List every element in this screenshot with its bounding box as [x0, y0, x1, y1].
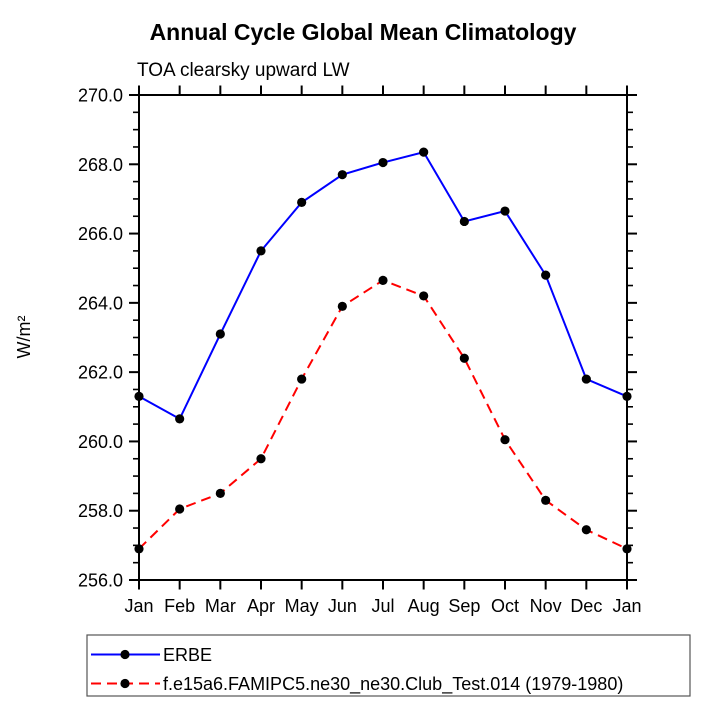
- data-point: [622, 544, 632, 554]
- data-point: [175, 414, 185, 424]
- y-axis-title: W/m²: [14, 316, 34, 359]
- y-axis-label: 268.0: [78, 155, 123, 175]
- y-axis-label: 256.0: [78, 571, 123, 591]
- series-line-1: [138, 279, 628, 550]
- x-axis-label: Mar: [205, 596, 236, 616]
- x-axis-label: Aug: [408, 596, 440, 616]
- x-axis-label: Jan: [612, 596, 641, 616]
- data-point: [297, 197, 307, 207]
- data-point: [541, 495, 551, 505]
- data-point: [581, 525, 591, 535]
- y-axis-label: 258.0: [78, 501, 123, 521]
- chart-subtitle: TOA clearsky upward LW: [137, 60, 350, 81]
- y-axis-label: 260.0: [78, 432, 123, 452]
- data-point: [419, 291, 429, 301]
- data-point: [134, 391, 144, 401]
- data-point: [459, 216, 469, 227]
- x-axis-label: Jul: [371, 596, 394, 616]
- x-axis-label: Apr: [247, 596, 275, 616]
- x-axis-label: May: [285, 596, 319, 616]
- data-point: [256, 246, 266, 256]
- y-axis-label: 266.0: [78, 224, 123, 244]
- data-point: [581, 374, 591, 384]
- data-point: [256, 454, 266, 464]
- axes-group: Jan Feb Mar Apr May Jun Jul Aug Sep Oct Nov Dec Jan2…: [78, 85, 642, 616]
- series-group: [134, 147, 632, 554]
- x-axis-label: Nov: [530, 596, 562, 616]
- legend-label: f.e15a6.FAMIPC5.ne30_ne30.Club_Test.014 …: [163, 674, 623, 695]
- y-axis-label: 270.0: [78, 86, 123, 106]
- chart-title: Annual Cycle Global Mean Climatology: [150, 19, 577, 45]
- x-axis-label: Feb: [164, 596, 195, 616]
- data-point: [378, 157, 388, 168]
- data-point: [459, 353, 469, 363]
- x-axis-label: Jun: [328, 596, 357, 616]
- legend-marker: [120, 649, 130, 660]
- data-point: [419, 147, 429, 157]
- plot-frame: [138, 94, 628, 581]
- legend: ERBE f.e15a6.FAMIPC5.ne30_ne30.Club_Test.…: [86, 634, 691, 697]
- legend-label: ERBE: [163, 645, 212, 665]
- x-axis-label: Jan: [124, 596, 153, 616]
- x-axis-label: Oct: [491, 596, 519, 616]
- y-axis-label: 264.0: [78, 293, 123, 313]
- data-point: [337, 301, 347, 311]
- data-point: [215, 488, 225, 498]
- data-point: [500, 435, 510, 445]
- data-point: [134, 544, 144, 554]
- data-point: [622, 391, 632, 401]
- y-axis-label: 262.0: [78, 363, 123, 383]
- data-point: [378, 275, 388, 285]
- series-line-0: [138, 151, 628, 421]
- data-point: [215, 329, 225, 339]
- data-point: [297, 374, 307, 384]
- data-point: [337, 170, 347, 180]
- data-point: [175, 504, 185, 514]
- legend-box: [86, 634, 691, 697]
- x-axis-label: Dec: [570, 596, 602, 616]
- data-point: [500, 206, 510, 216]
- data-point: [541, 270, 551, 280]
- x-axis-label: Sep: [448, 596, 480, 616]
- legend-marker: [120, 678, 130, 689]
